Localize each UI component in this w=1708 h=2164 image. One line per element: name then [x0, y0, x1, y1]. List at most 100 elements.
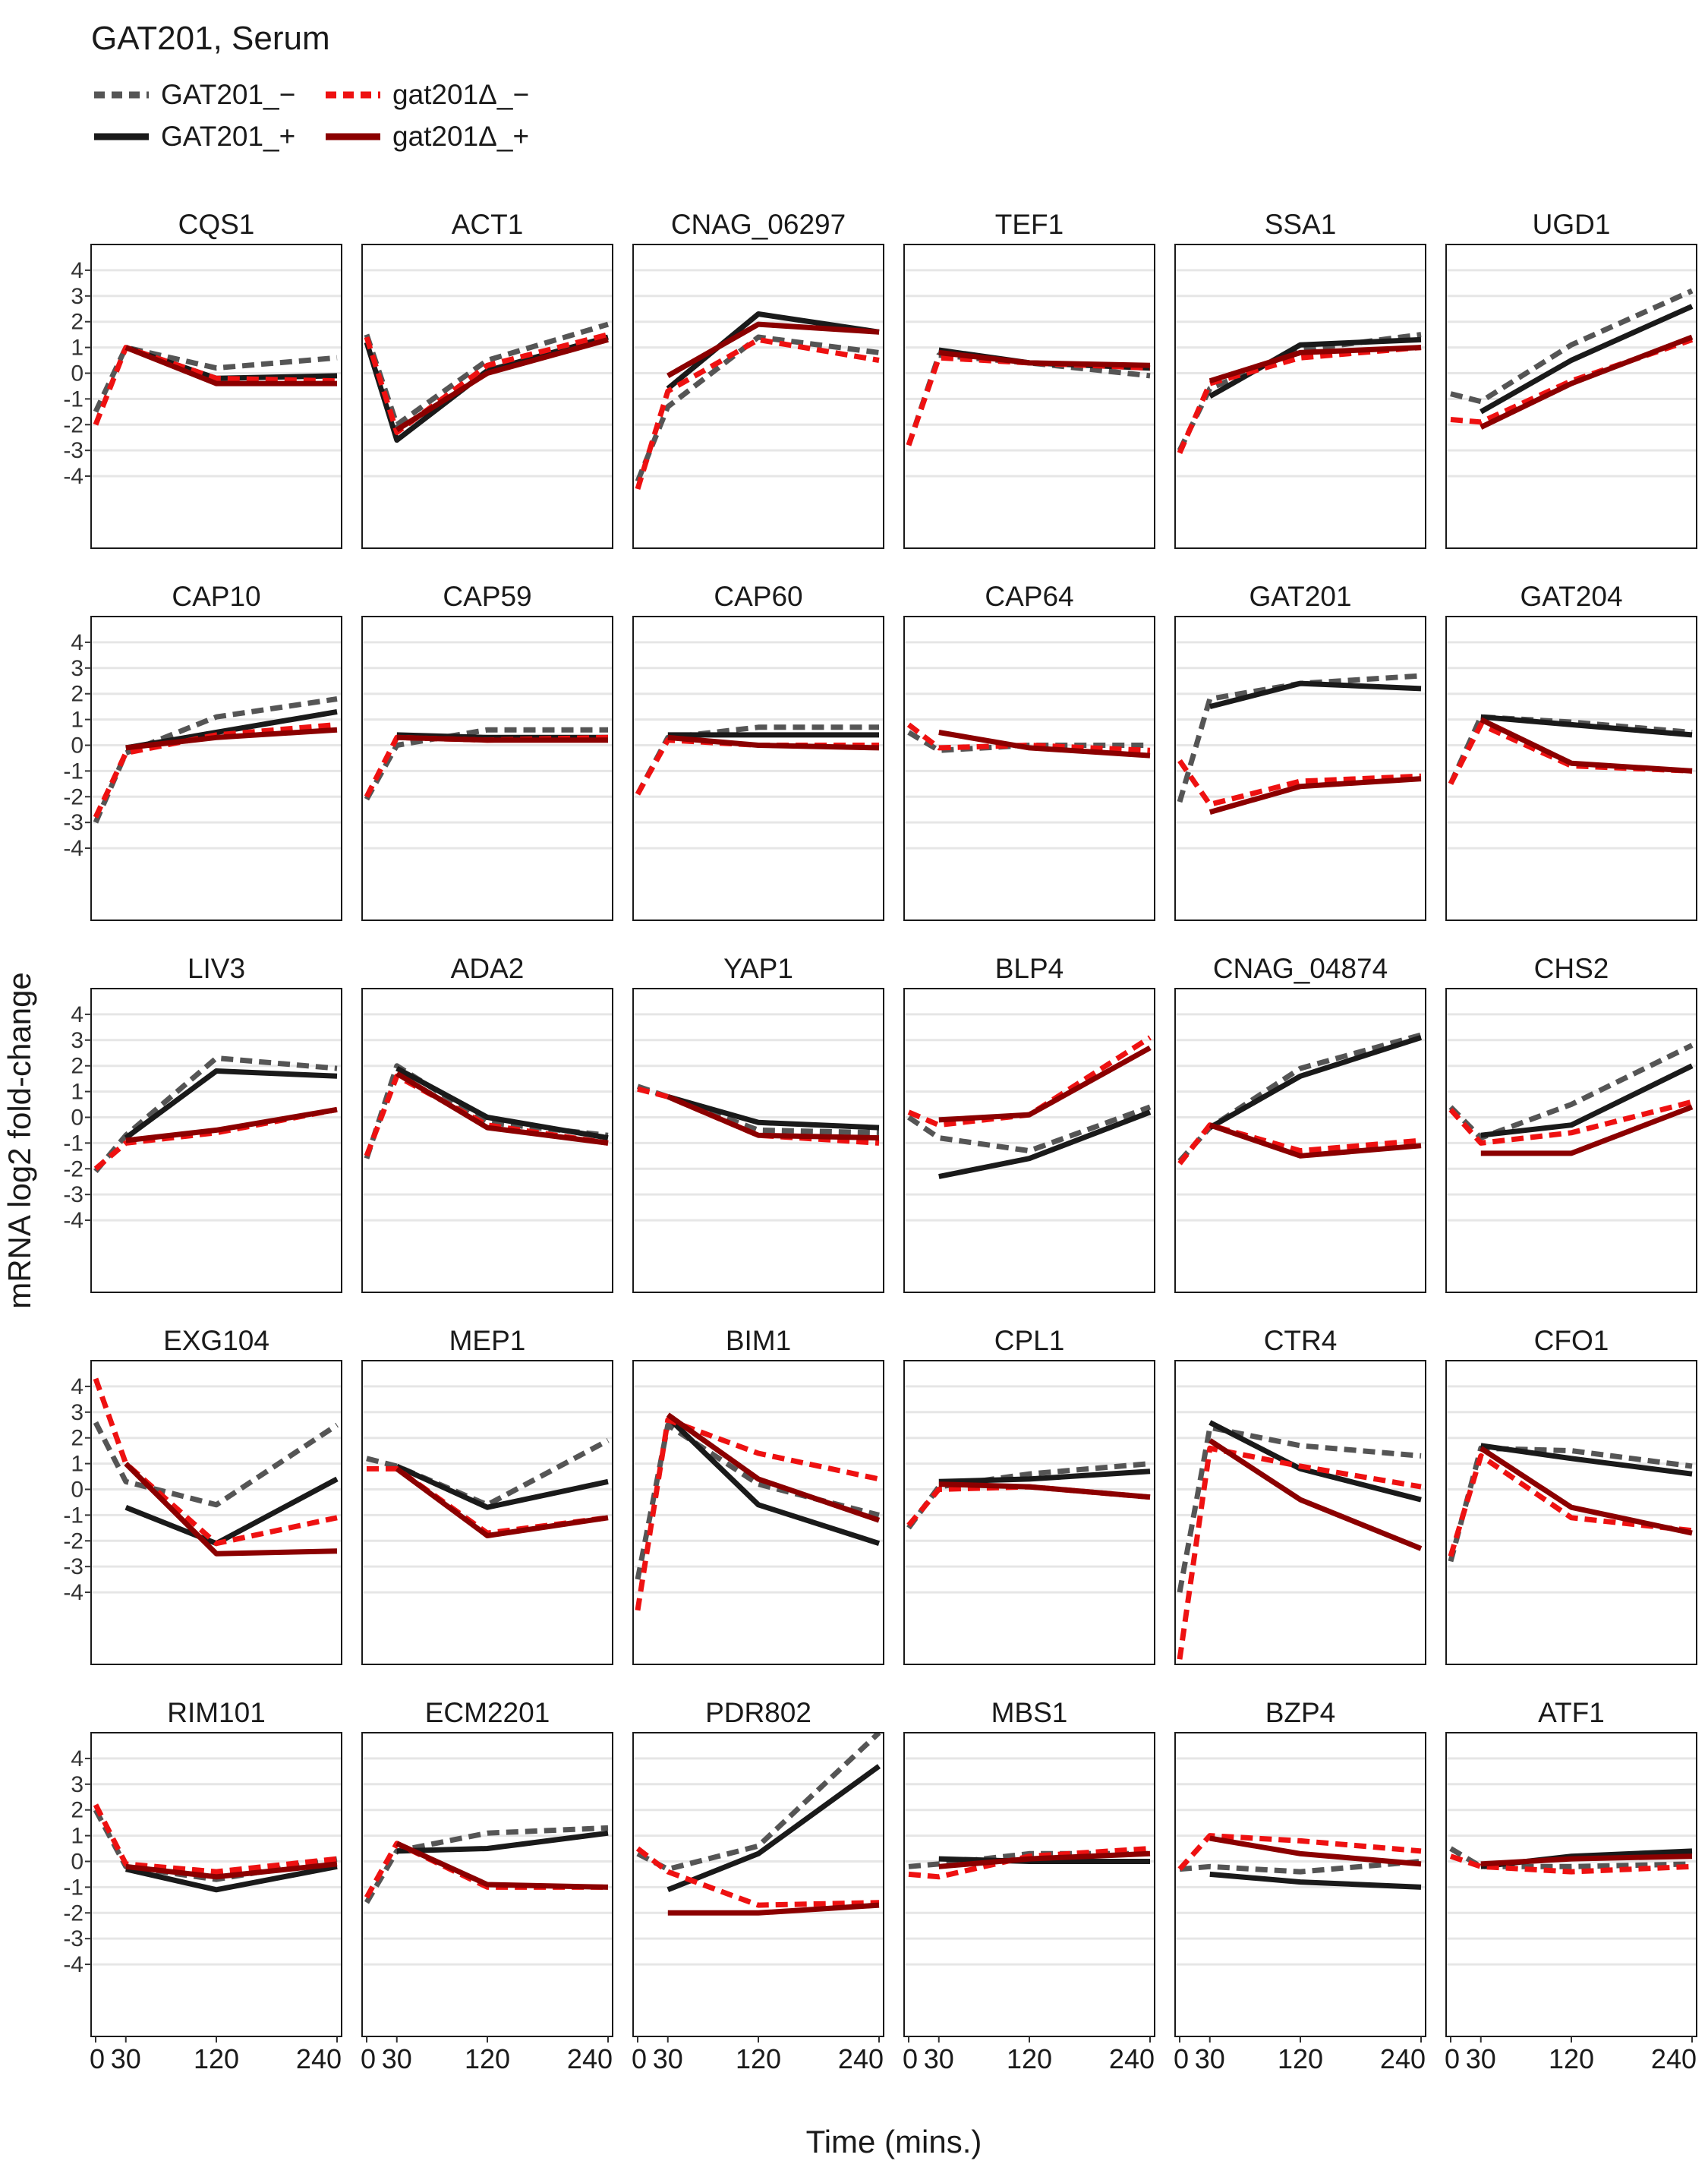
y-tick-label: 2 [71, 1798, 84, 1823]
legend-item-wt-minus: GAT201_− [91, 76, 295, 114]
series-line-wt-plus [938, 1468, 1151, 1484]
x-tick-label: 0 [90, 2043, 105, 2074]
series-line-ko-plus [1480, 1104, 1694, 1156]
y-tick-label: 4 [71, 258, 84, 283]
facet-label-bzp4: BZP4 [1265, 1697, 1336, 1728]
x-tick-label: 240 [1109, 2043, 1155, 2074]
panel-ada2: ADA2 [361, 953, 613, 1293]
series-line-ko-minus [1448, 721, 1693, 785]
y-tick-label: -1 [63, 1875, 84, 1900]
facet-label-cap64: CAP64 [985, 581, 1073, 612]
x-tick-label: 120 [1007, 2043, 1052, 2074]
panel-lines [635, 724, 880, 796]
panel-border [361, 1360, 613, 1665]
facet-label-cap60: CAP60 [714, 581, 802, 612]
panel-lines [366, 1438, 610, 1538]
x-tick-label: 30 [111, 2043, 141, 2074]
panel-gat201: GAT201 [1174, 581, 1426, 921]
panel-cpl1: CPL1 [903, 1325, 1155, 1665]
y-tick-label: 0 [71, 1849, 84, 1874]
y-tick-label: -4 [63, 1952, 84, 1977]
series-line-ko-plus [666, 1412, 881, 1523]
y-tick-label: 2 [71, 310, 84, 335]
y-tick-label: 3 [71, 284, 84, 309]
series-line-ko-minus [1177, 759, 1422, 807]
facet-label-mbs1: MBS1 [991, 1697, 1068, 1728]
series-line-ko-minus [93, 1803, 338, 1875]
panel-lines [636, 1084, 880, 1146]
series-line-wt-plus [1480, 714, 1693, 738]
series-line-ko-plus [938, 1481, 1151, 1500]
x-tick-label: 0 [1445, 2043, 1460, 2074]
panel-border [632, 616, 884, 921]
series-line-wt-plus [1209, 336, 1422, 399]
series-line-ko-plus [938, 1850, 1151, 1869]
facet-label-liv3: LIV3 [188, 953, 245, 984]
x-tick-label: 240 [296, 2043, 342, 2074]
facet-label-tef1: TEF1 [995, 209, 1064, 240]
x-tick-label: 30 [1466, 2043, 1496, 2074]
series-line-ko-plus [666, 1094, 880, 1141]
series-line-wt-minus [907, 1104, 1152, 1154]
panel-border [1174, 988, 1426, 1293]
x-tick-label: 30 [653, 2043, 683, 2074]
x-tick-label: 0 [903, 2043, 918, 2074]
series-line-wt-plus [666, 1094, 880, 1131]
panel-border [1174, 244, 1426, 549]
facet-label-yap1: YAP1 [723, 953, 793, 984]
series-line-wt-minus [636, 1733, 881, 1872]
series-line-wt-plus [396, 1830, 609, 1854]
x-tick-label: 240 [838, 2043, 884, 2074]
facet-label-gat201: GAT201 [1249, 581, 1351, 612]
panel-ssa1: SSA1 [1174, 209, 1426, 549]
legend-label-ko-minus: gat201Δ_− [392, 79, 530, 110]
panel-blp4: BLP4 [903, 953, 1155, 1293]
legend-key-wt-plus [94, 133, 149, 140]
panel-border [632, 1732, 884, 2037]
panel-border [632, 244, 884, 549]
x-tick-label: 120 [1549, 2043, 1594, 2074]
y-tick-label: 0 [71, 1477, 84, 1502]
panel-lines [364, 727, 609, 801]
series-line-wt-plus [1480, 304, 1694, 415]
y-tick-label: -1 [63, 386, 84, 412]
panel-lines [906, 722, 1151, 759]
series-line-ko-plus [125, 1861, 338, 1880]
series-line-ko-minus [1448, 1453, 1693, 1557]
series-line-ko-plus [124, 1462, 338, 1557]
series-line-ko-plus [124, 345, 337, 386]
chart-title: GAT201, Serum [91, 20, 330, 57]
panel-tef1: TEF1 [903, 209, 1155, 549]
series-line-wt-plus [1209, 1035, 1423, 1131]
series-line-ko-plus [1480, 717, 1693, 774]
x-tick-label: 120 [736, 2043, 781, 2074]
panel-lines [364, 1063, 609, 1159]
series-line-wt-plus [666, 311, 880, 391]
panel-border [903, 988, 1155, 1293]
y-tick-label: 4 [71, 1746, 84, 1771]
x-tick-label: 120 [465, 2043, 510, 2074]
y-tick-label: 3 [71, 1400, 84, 1425]
series-line-ko-plus [1208, 1438, 1423, 1551]
panel-border [1174, 1360, 1426, 1665]
x-tick-label: 240 [567, 2043, 613, 2074]
series-line-wt-plus [124, 1068, 338, 1140]
panel-border [1445, 244, 1697, 549]
panel-lines [906, 1461, 1151, 1530]
y-tick-label: 2 [71, 682, 84, 707]
series-line-wt-minus [1177, 1424, 1422, 1593]
panel-lines [93, 345, 338, 426]
series-line-ko-plus [938, 349, 1151, 368]
panel-border [903, 616, 1155, 921]
series-line-wt-minus [635, 334, 880, 483]
series-line-ko-minus [635, 1417, 880, 1611]
series-line-wt-plus [1480, 1063, 1694, 1138]
panel-lines [908, 1846, 1151, 1880]
panel-bzp4: BZP4 0 30 120 240 [1174, 1697, 1426, 2074]
panel-cap64: CAP64 [903, 581, 1155, 921]
panel-ugd1: UGD1 [1445, 209, 1697, 549]
legend: GAT201_− GAT201_+ gat201Δ_− gat201Δ_+ [91, 76, 698, 159]
